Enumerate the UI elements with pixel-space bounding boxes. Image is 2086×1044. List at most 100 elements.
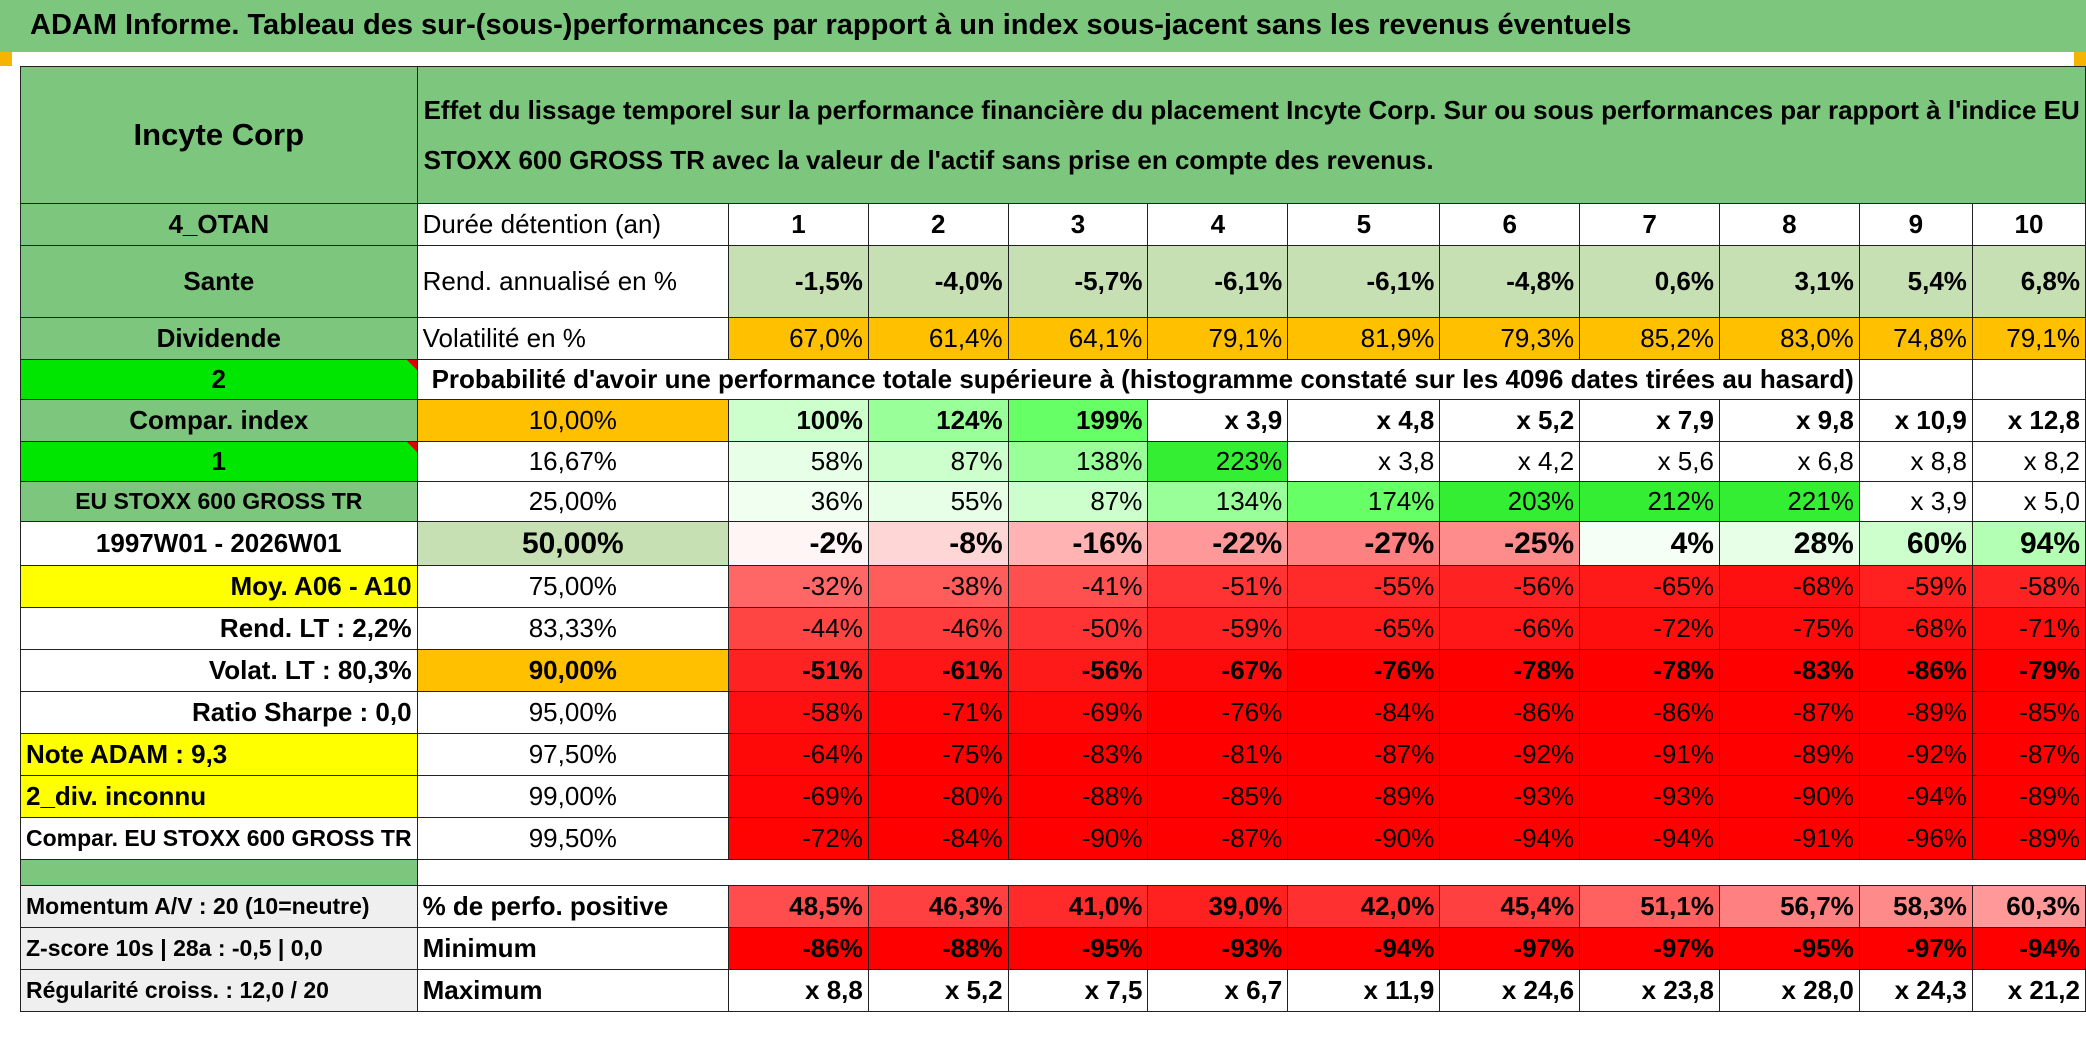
proba-cell: x 7,9 (1579, 399, 1720, 442)
proba-cell: -86% (1858, 649, 1973, 692)
left-margin (0, 52, 18, 1044)
rend-value: 3,1% (1718, 245, 1860, 318)
proba-row: Compar. index 10,00% 100% 124% 199% x 3,9 x 4,… (20, 399, 2086, 442)
proba-cell: 87% (1007, 481, 1149, 522)
proba-cell: 4% (1579, 521, 1720, 566)
proba-cell: -64% (728, 733, 869, 776)
proba-cell: -88% (1007, 775, 1149, 818)
proba-cell: 94% (1971, 521, 2086, 566)
rend-value: -5,7% (1007, 245, 1149, 318)
maximum-cell: x 8,8 (728, 969, 869, 1012)
performance-table: Incyte Corp Effet du lissage temporel su… (20, 66, 2086, 1012)
year-header: 3 (1007, 203, 1149, 246)
minimum-cell: -94% (1287, 927, 1441, 970)
minimum-cell: -97% (1579, 927, 1720, 970)
maximum-cell: x 24,3 (1858, 969, 1973, 1012)
proba-cell: -38% (867, 565, 1009, 608)
proba-cell: -72% (1579, 607, 1720, 650)
vol-value: 79,3% (1439, 317, 1581, 360)
proba-cell: -50% (1007, 607, 1149, 650)
vol-value: 83,0% (1718, 317, 1860, 360)
left-label: EU STOXX 600 GROSS TR (20, 481, 418, 522)
year-header: 6 (1439, 203, 1581, 246)
left-label[interactable]: 1 (20, 441, 418, 482)
proba-label: Probabilité d'avoir une performance tota… (416, 359, 1860, 400)
proba-cell: -59% (1858, 565, 1973, 608)
rend-value: 6,8% (1971, 245, 2086, 318)
vol-value: 64,1% (1007, 317, 1149, 360)
year-header: 10 (1971, 203, 2086, 246)
percentile-label: 99,50% (416, 817, 730, 860)
proba-cell: -65% (1287, 607, 1441, 650)
corner-marker (0, 52, 12, 66)
stats-left-label: Régularité croiss. : 12,0 / 20 (20, 969, 418, 1012)
company-name: Incyte Corp (20, 66, 418, 204)
positive-cell: 39,0% (1147, 885, 1289, 928)
positive-cell: 41,0% (1007, 885, 1149, 928)
proba-cell: -87% (1287, 733, 1441, 776)
proba-cell: -92% (1439, 733, 1581, 776)
proba-cell: -90% (1287, 817, 1441, 860)
vol-value: 67,0% (728, 317, 869, 360)
proba-cell: -94% (1579, 817, 1720, 860)
proba-cell: x 3,8 (1287, 441, 1441, 482)
minimum-cell: -93% (1147, 927, 1289, 970)
left-label: Compar. EU STOXX 600 GROSS TR (20, 817, 418, 860)
stats-label: Maximum (416, 969, 730, 1012)
proba-cell: -32% (728, 565, 869, 608)
proba-cell: -25% (1439, 521, 1581, 566)
proba-row: Note ADAM : 9,3 97,50% -64% -75% -83% -81% -87… (20, 733, 2086, 776)
proba-cell: -87% (1971, 733, 2086, 776)
maximum-cell: x 11,9 (1287, 969, 1441, 1012)
stats-label: Minimum (416, 927, 730, 970)
proba-cell: x 8,8 (1858, 441, 1973, 482)
percentile-label: 97,50% (416, 733, 730, 776)
maximum-cell: x 5,2 (867, 969, 1009, 1012)
proba-cell: 60% (1858, 521, 1973, 566)
proba-row: Compar. EU STOXX 600 GROSS TR 99,50% -72% -… (20, 817, 2086, 860)
minimum-cell: -94% (1971, 927, 2086, 970)
minimum-cell: -86% (728, 927, 869, 970)
proba-cell: 58% (728, 441, 869, 482)
proba-cell: -86% (1439, 691, 1581, 734)
rend-value: 0,6% (1579, 245, 1720, 318)
proba-cell: -67% (1147, 649, 1289, 692)
minimum-cell: -95% (1007, 927, 1149, 970)
year-header: 7 (1579, 203, 1720, 246)
proba-cell: 134% (1147, 481, 1289, 522)
minimum-cell: -97% (1858, 927, 1973, 970)
percentile-label: 25,00% (416, 481, 730, 522)
maximum-cell: x 6,7 (1147, 969, 1289, 1012)
proba-cell: -44% (728, 607, 869, 650)
proba-cell: -68% (1858, 607, 1973, 650)
proba-cell: 203% (1439, 481, 1581, 522)
year-header: 1 (728, 203, 869, 246)
proba-cell: 124% (867, 399, 1009, 442)
proba-cell: -66% (1439, 607, 1581, 650)
maximum-cell: x 23,8 (1579, 969, 1720, 1012)
left-label: Moy. A06 - A10 (20, 565, 418, 608)
spacer-row (20, 859, 2086, 886)
stats-left-label: Z-score 10s | 28a : -0,5 | 0,0 (20, 927, 418, 970)
percentile-label: 50,00% (416, 521, 730, 566)
percentile-label: 99,00% (416, 775, 730, 818)
corner-marker (2074, 52, 2086, 66)
proba-cell: -69% (1007, 691, 1149, 734)
selector-2[interactable]: 2 (20, 359, 418, 400)
year-header: 2 (867, 203, 1009, 246)
proba-cell: -90% (1007, 817, 1149, 860)
rend-value: 5,4% (1858, 245, 1973, 318)
proba-cell: -89% (1971, 775, 2086, 818)
proba-cell: -92% (1858, 733, 1973, 776)
proba-cell: -65% (1579, 565, 1720, 608)
proba-cell: -89% (1718, 733, 1860, 776)
proba-cell: -56% (1439, 565, 1581, 608)
minimum-cell: -95% (1718, 927, 1860, 970)
proba-cell: 138% (1007, 441, 1149, 482)
proba-cell: 36% (728, 481, 869, 522)
left-label: 1997W01 - 2026W01 (20, 521, 418, 566)
dividend-label: Dividende (20, 317, 418, 360)
rend-value: -6,1% (1147, 245, 1289, 318)
left-label: Ratio Sharpe : 0,0 (20, 691, 418, 734)
proba-cell: 100% (728, 399, 869, 442)
